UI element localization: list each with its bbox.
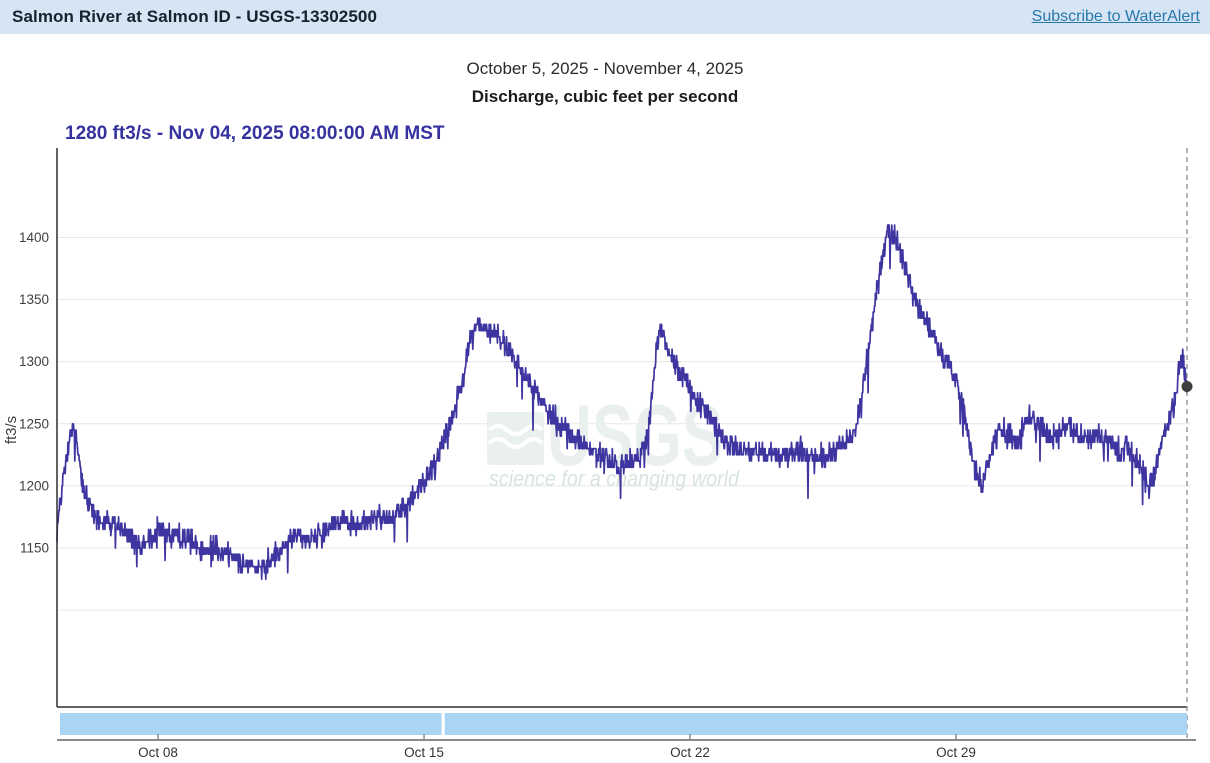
time-range-slider-left-segment[interactable] bbox=[60, 713, 442, 735]
date-range-label: October 5, 2025 - November 4, 2025 bbox=[466, 59, 744, 78]
x-tick-label: Oct 15 bbox=[404, 745, 444, 760]
station-title: Salmon River at Salmon ID - USGS-1330250… bbox=[12, 7, 378, 26]
y-tick-label: 1400 bbox=[19, 230, 49, 245]
time-range-slider-right-segment[interactable] bbox=[444, 713, 1187, 735]
subscribe-wateralert-link[interactable]: Subscribe to WaterAlert bbox=[1031, 8, 1200, 25]
current-value-dot bbox=[1181, 381, 1193, 393]
y-axis-title: ft3/s bbox=[3, 416, 20, 444]
parameter-title: Discharge, cubic feet per second bbox=[471, 87, 739, 106]
y-tick-label: 1300 bbox=[19, 354, 49, 369]
y-tick-label: 1350 bbox=[19, 292, 49, 307]
y-tick-label: 1150 bbox=[20, 540, 49, 555]
y-tick-label: 1200 bbox=[19, 478, 49, 493]
current-value-readout: 1280 ft3/s - Nov 04, 2025 08:00:00 AM MS… bbox=[65, 123, 445, 144]
y-tick-label: 1250 bbox=[19, 416, 49, 431]
x-tick-label: Oct 22 bbox=[670, 745, 710, 760]
usgs-tagline-text: science for a changing world bbox=[489, 466, 740, 491]
header-bar: Salmon River at Salmon ID - USGS-1330250… bbox=[0, 0, 1210, 34]
x-tick-label: Oct 08 bbox=[138, 745, 178, 760]
discharge-series-line bbox=[56, 224, 1188, 580]
usgs-wave-line-icon bbox=[487, 437, 544, 449]
x-tick-label: Oct 29 bbox=[936, 745, 976, 760]
